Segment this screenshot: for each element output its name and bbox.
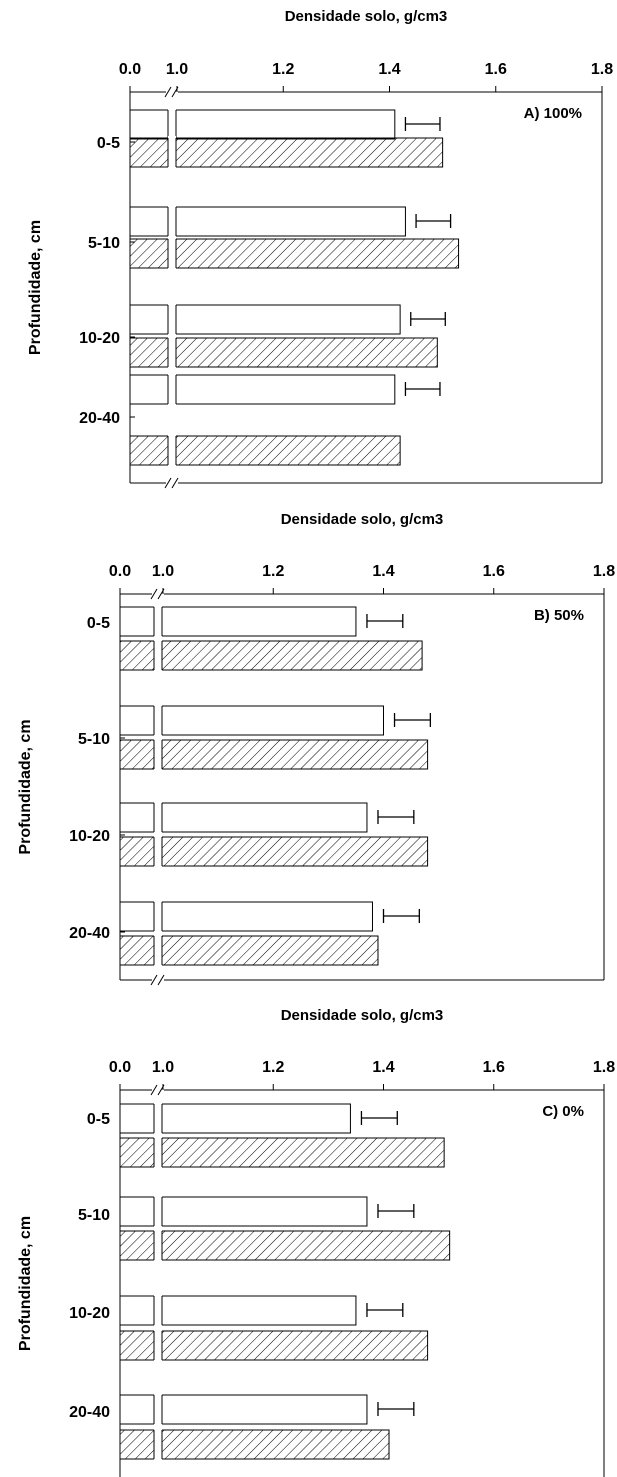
x-tick-label: 1.4	[372, 563, 394, 580]
x-tick-label: 1.2	[262, 1059, 284, 1076]
x-tick-label: 1.4	[372, 1059, 394, 1076]
bar-break-gap	[154, 1195, 162, 1228]
bar-hatched	[129, 238, 460, 269]
bar-hatched	[119, 1330, 429, 1361]
bar-break-gap	[168, 373, 176, 406]
bar-break-gap	[154, 1229, 162, 1262]
x-tick-label: 1.8	[593, 1059, 615, 1076]
chart-panel-3: Densidade solo, g/cm3 0.0 1.0 1.2 1.4 1.6 1.8 0…	[17, 1007, 615, 1477]
bar-break-gap	[154, 900, 162, 933]
panel-annotation: A) 100%	[524, 105, 582, 122]
x-tick-label: 0.0	[119, 61, 141, 78]
panel-annotation: B) 50%	[534, 607, 584, 624]
y-category-label: 20-40	[79, 410, 120, 427]
y-axis-title: Profundidade, cm	[27, 220, 44, 355]
bar-break-gap	[154, 605, 162, 638]
axis-break-mark	[150, 1084, 158, 1096]
y-axis-title: Profundidade, cm	[17, 1216, 34, 1351]
axis-break-mark	[171, 477, 179, 489]
bar-break-gap	[168, 136, 176, 169]
bar-hatched	[119, 739, 429, 770]
y-category-label: 20-40	[69, 1404, 110, 1421]
bar-break-gap	[154, 1102, 162, 1135]
y-axis-title: Profundidade, cm	[17, 719, 34, 854]
y-category-label: 0-5	[87, 615, 110, 632]
bar-hatched	[129, 337, 438, 368]
bar-white	[119, 705, 384, 736]
bar-hatched	[119, 1230, 451, 1261]
bar-break-gap	[154, 801, 162, 834]
bar-break-gap	[154, 704, 162, 737]
y-category-label: 0-5	[87, 1111, 110, 1128]
x-axis-title: Densidade solo, g/cm3	[281, 511, 444, 528]
x-tick-label: 1.6	[485, 61, 507, 78]
chart-panel-2: Densidade solo, g/cm3 0.0 1.0 1.2 1.4 1.6 1.8 0…	[17, 511, 615, 986]
y-category-label: 20-40	[69, 925, 110, 942]
x-tick-label: 1.8	[593, 563, 615, 580]
panel-annotation: C) 0%	[542, 1103, 584, 1120]
bar-hatched	[119, 836, 429, 867]
x-tick-label: 1.0	[152, 563, 174, 580]
x-tick-label: 1.0	[166, 61, 188, 78]
bar-hatched	[119, 640, 423, 671]
axis-break-mark	[164, 86, 172, 98]
x-tick-label: 1.0	[152, 1059, 174, 1076]
axis-break-mark	[157, 588, 165, 600]
axis-break-mark	[171, 86, 179, 98]
x-axis-title: Densidade solo, g/cm3	[285, 8, 448, 25]
bar-break-gap	[154, 639, 162, 672]
axis-break-mark	[157, 974, 165, 986]
x-tick-label: 0.0	[109, 1059, 131, 1076]
x-tick-label: 0.0	[109, 563, 131, 580]
bar-break-gap	[154, 1294, 162, 1327]
x-tick-label: 1.6	[483, 563, 505, 580]
bar-break-gap	[154, 934, 162, 967]
x-tick-label: 1.2	[262, 563, 284, 580]
bar-break-gap	[154, 1393, 162, 1426]
bar-break-gap	[154, 1329, 162, 1362]
y-category-label: 10-20	[79, 330, 120, 347]
axis-break-mark	[164, 477, 172, 489]
bar-break-gap	[168, 237, 176, 270]
y-category-label: 0-5	[97, 135, 120, 152]
bar-hatched	[119, 1429, 390, 1460]
y-category-label: 5-10	[88, 235, 120, 252]
bar-break-gap	[168, 336, 176, 369]
y-category-label: 10-20	[69, 1305, 110, 1322]
y-category-label: 5-10	[78, 1207, 110, 1224]
axis-break-mark	[150, 974, 158, 986]
x-axis-title: Densidade solo, g/cm3	[281, 1007, 444, 1024]
y-category-label: 10-20	[69, 828, 110, 845]
x-tick-label: 1.6	[483, 1059, 505, 1076]
bar-break-gap	[154, 1428, 162, 1461]
y-category-label: 5-10	[78, 731, 110, 748]
bar-break-gap	[154, 738, 162, 771]
bar-hatched	[119, 935, 379, 966]
bar-break-gap	[154, 835, 162, 868]
bar-break-gap	[168, 205, 176, 238]
bar-hatched	[119, 1137, 445, 1168]
axis-break-mark	[150, 588, 158, 600]
x-tick-label: 1.8	[591, 61, 613, 78]
bar-break-gap	[168, 303, 176, 336]
x-tick-label: 1.4	[378, 61, 400, 78]
bar-break-gap	[154, 1136, 162, 1169]
x-tick-label: 1.2	[272, 61, 294, 78]
bar-break-gap	[168, 434, 176, 467]
chart-panel-1: Densidade solo, g/cm3 0.0 1.0 1.2 1.4 1.6 1.8 0…	[27, 8, 613, 489]
axis-break-mark	[157, 1084, 165, 1096]
bar-hatched	[129, 137, 444, 168]
bar-break-gap	[168, 108, 176, 141]
